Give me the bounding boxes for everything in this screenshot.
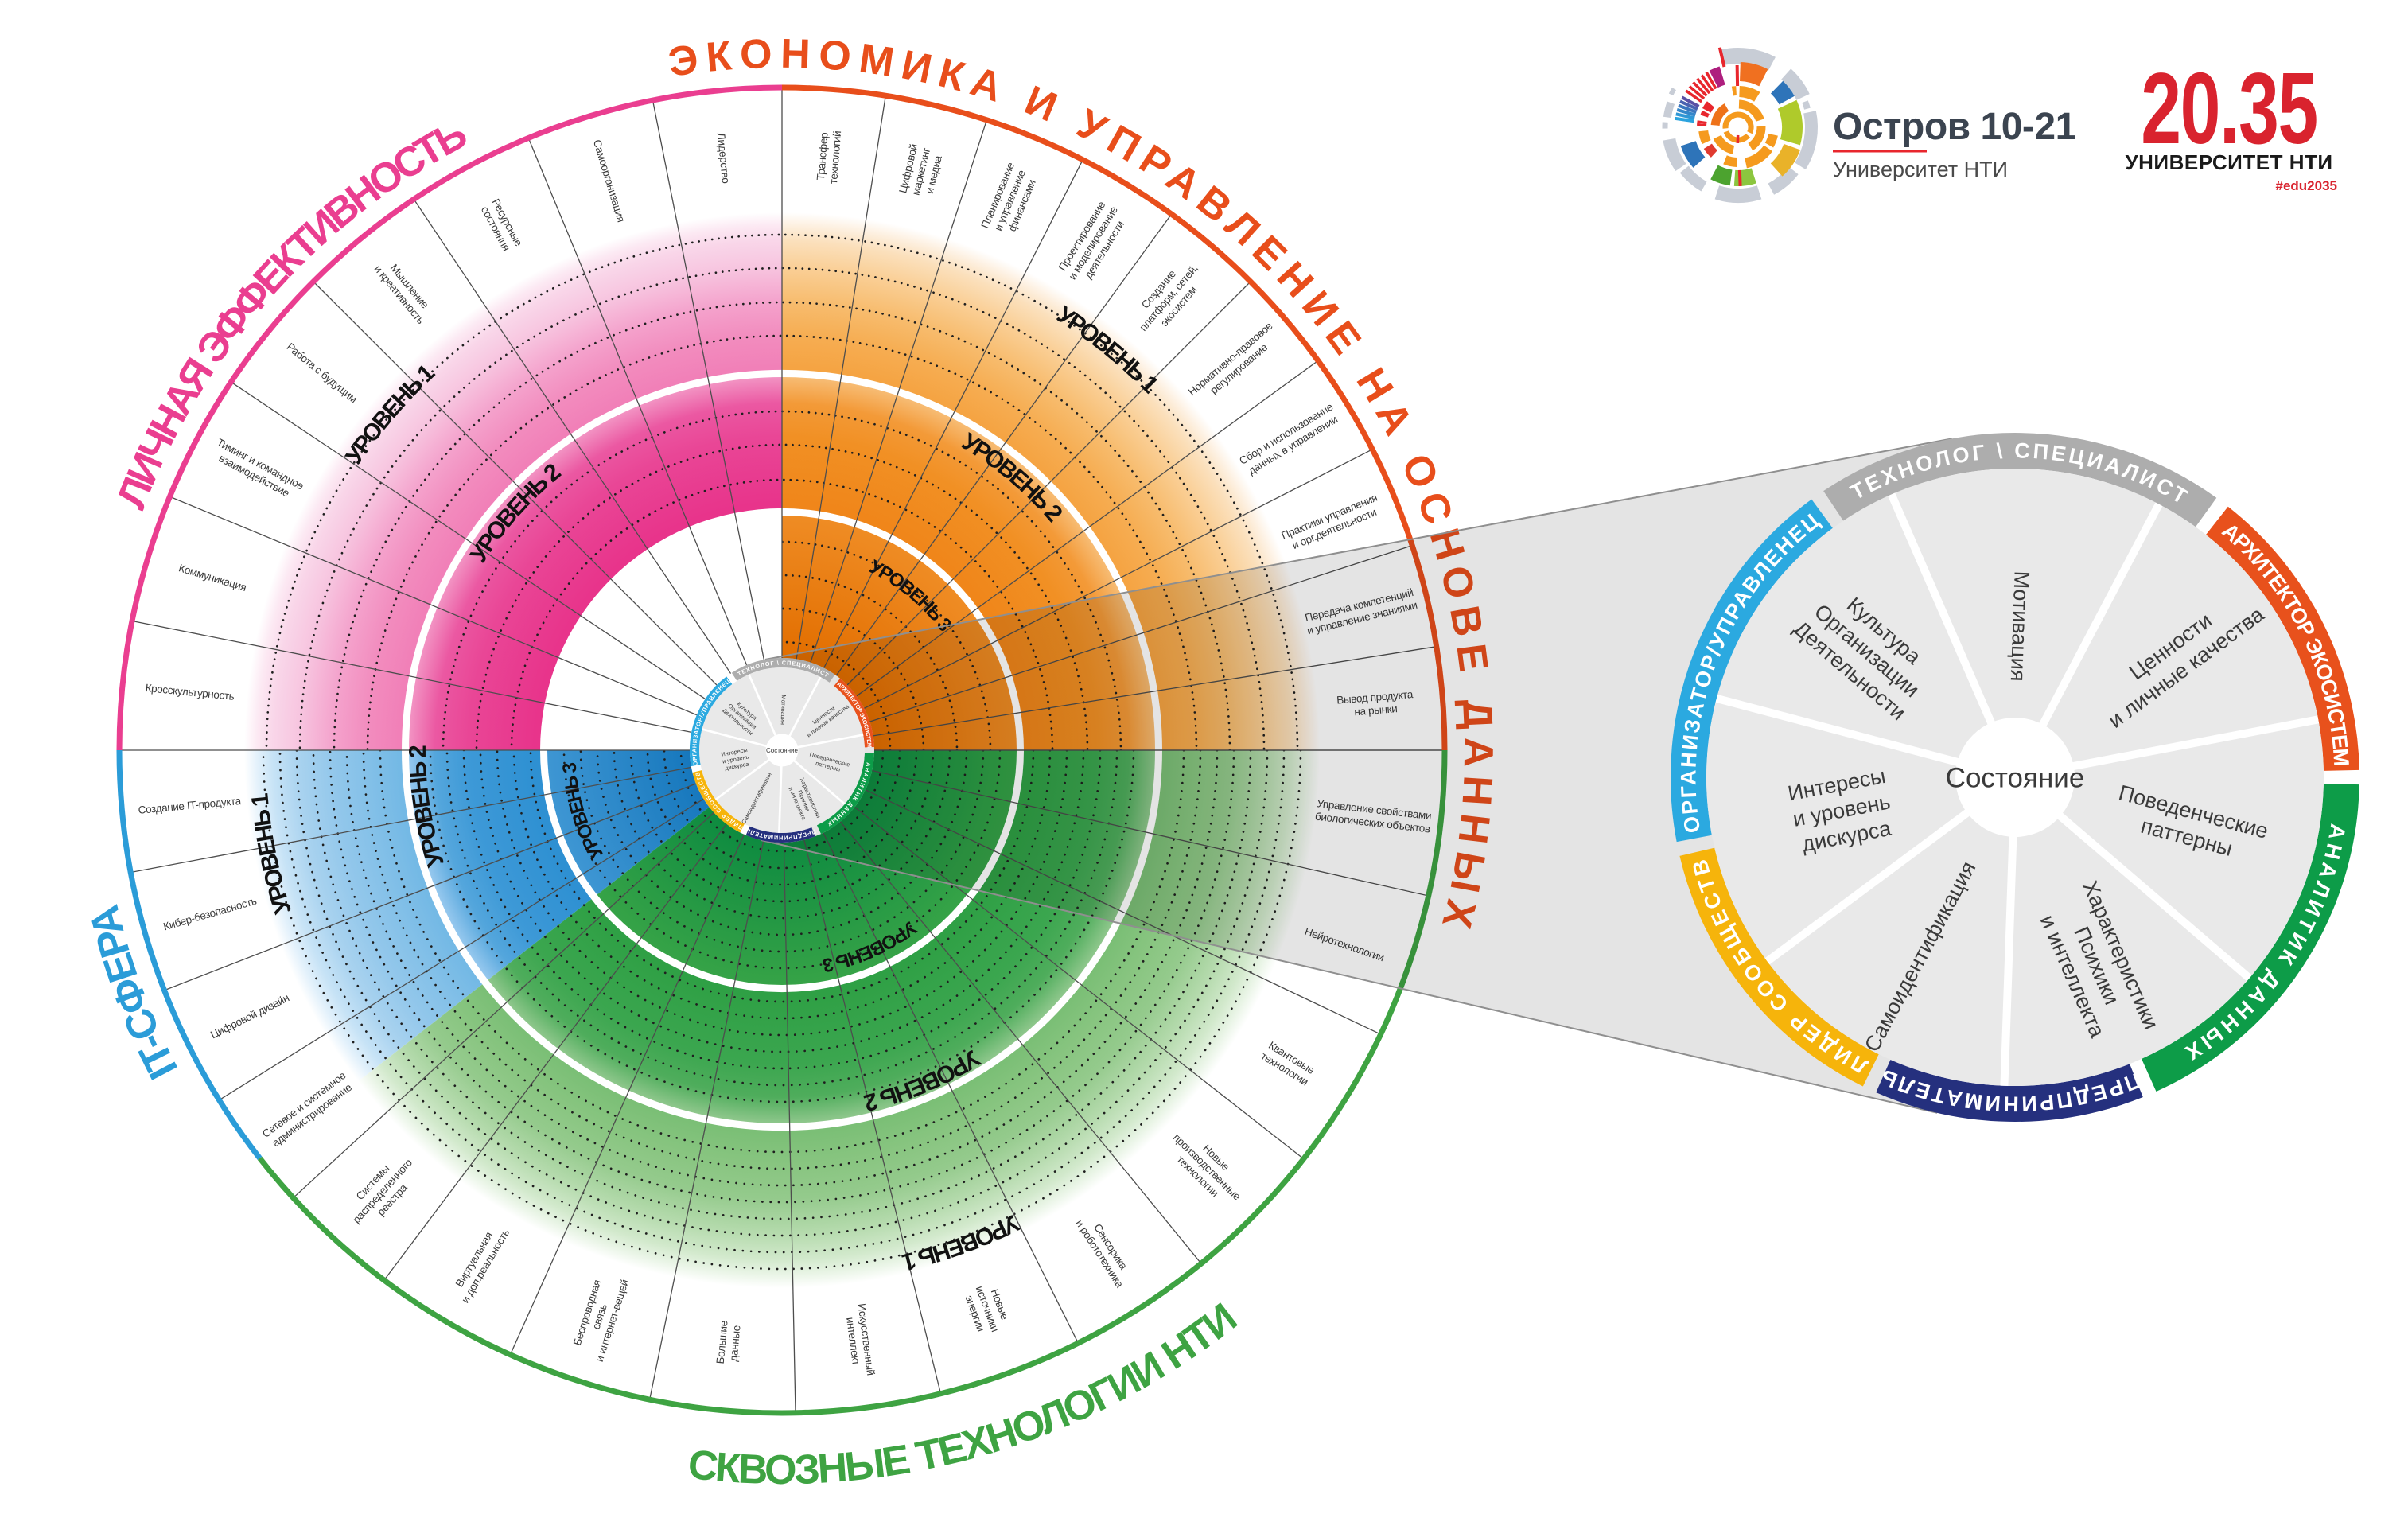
- svg-text:20.35: 20.35: [2141, 53, 2317, 165]
- svg-text:УНИВЕРСИТЕТ НТИ: УНИВЕРСИТЕТ НТИ: [2125, 150, 2332, 174]
- svg-text:Состояние: Состояние: [766, 747, 798, 754]
- svg-text:Университет НТИ: Университет НТИ: [1833, 158, 2008, 181]
- svg-text:#edu2035: #edu2035: [2276, 178, 2338, 193]
- svg-text:Мотивация: Мотивация: [2006, 570, 2034, 682]
- svg-text:Большиеданные: Большиеданные: [714, 1320, 743, 1365]
- svg-text:Трансфертехнологий: Трансфертехнологий: [815, 130, 844, 185]
- svg-text:Мотивация: Мотивация: [780, 695, 788, 725]
- svg-text:Остров 10-21: Остров 10-21: [1833, 106, 2076, 148]
- svg-text:Состояние: Состояние: [1946, 762, 2085, 793]
